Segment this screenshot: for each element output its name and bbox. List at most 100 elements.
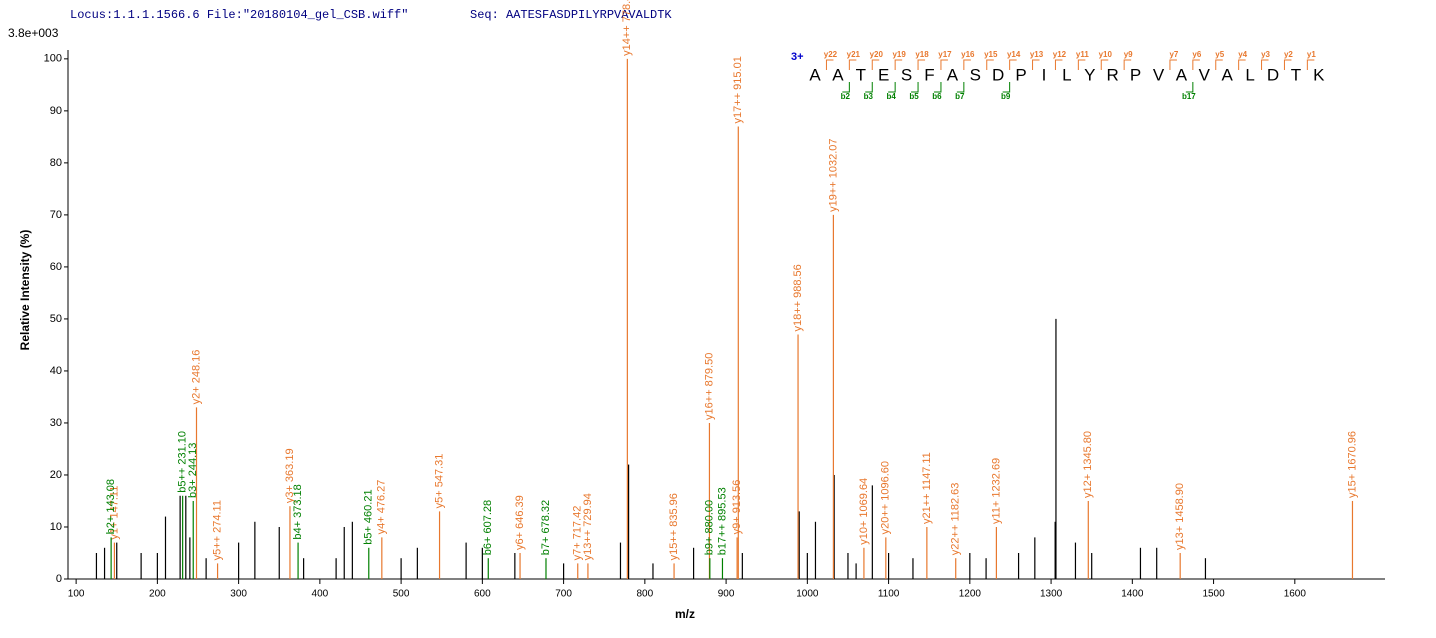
y-ion-label: y3 (1261, 50, 1270, 59)
peak-label: y19++ 1032.07 (827, 138, 839, 211)
peak-label: y15+ 1670.96 (1346, 431, 1358, 498)
x-tick-label: 1200 (959, 589, 982, 600)
y-tick-label: 80 (50, 157, 62, 169)
y-ion-label: y15 (984, 50, 998, 59)
x-tick-label: 1000 (796, 589, 819, 600)
y-ion-mark (1283, 59, 1292, 70)
peak-label: y11+ 1232.69 (990, 458, 1002, 524)
y-ion-label: y1 (1307, 50, 1316, 59)
y-ion-mark (1054, 59, 1063, 70)
peak-label: y17++ 915.01 (732, 56, 744, 123)
sequence-letter: A (832, 65, 844, 84)
sequence-letter: T (856, 65, 866, 84)
y-ion-label: y10 (1099, 50, 1113, 59)
x-tick-label: 300 (230, 589, 247, 600)
b-ion-label: b5 (909, 92, 919, 101)
x-tick-label: 700 (555, 589, 572, 600)
y-ion-mark (1123, 59, 1132, 70)
y-ion-label: y5 (1215, 50, 1224, 59)
sequence-letter: E (878, 65, 889, 84)
charge-label: 3+ (791, 51, 804, 63)
y-ion-mark (1238, 59, 1246, 70)
b-ion-label: b4 (886, 92, 896, 101)
y-ion-mark (917, 59, 926, 70)
y-ion-label: y6 (1192, 50, 1201, 59)
y-ion-mark (963, 59, 971, 70)
b-ion-label: b9 (1001, 92, 1011, 101)
y-ion-mark (1032, 59, 1040, 70)
y-ion-mark (894, 59, 903, 70)
y-tick-label: 30 (50, 417, 62, 429)
b-ion-mark (956, 82, 965, 93)
sequence-letter: P (1015, 65, 1026, 84)
x-tick-label: 1500 (1202, 589, 1225, 600)
peak-label: b7+ 678.32 (540, 500, 552, 555)
sequence-letter: V (1153, 65, 1165, 84)
peak-label: y13++ 729.94 (582, 493, 594, 560)
b-ion-mark (865, 82, 873, 93)
y-ion-label: y11 (1076, 50, 1089, 59)
y-ion-mark (1100, 59, 1109, 70)
sequence-letter: A (809, 65, 821, 84)
sequence-letter: V (1199, 65, 1211, 84)
y-ion-label: y7 (1169, 50, 1178, 59)
y-ion-label: y13 (1030, 50, 1044, 59)
x-tick-label: 900 (718, 589, 735, 600)
y-ion-mark (1077, 59, 1086, 70)
sequence-letter: S (970, 65, 981, 84)
peak-label: y10+ 1069.64 (858, 478, 870, 545)
x-tick-label: 1600 (1284, 589, 1307, 600)
peak-label: y16++ 879.50 (703, 353, 715, 420)
sequence-letter: R (1107, 65, 1119, 84)
x-tick-label: 1100 (878, 589, 900, 600)
y-tick-label: 10 (50, 521, 62, 533)
sequence-letter: T (1291, 65, 1301, 84)
peak-label: y1+ 147.11 (108, 486, 120, 540)
b-ion-label: b3 (864, 92, 874, 101)
peak-label: y3+ 363.19 (284, 448, 296, 503)
sequence-letter: P (1130, 65, 1141, 84)
y-ion-label: y16 (961, 50, 975, 59)
y-ion-label: y12 (1053, 50, 1067, 59)
y-tick-label: 60 (50, 261, 62, 273)
x-tick-label: 800 (637, 589, 654, 600)
sequence-letter: A (1222, 65, 1234, 84)
y-ion-mark (1009, 59, 1017, 70)
x-tick-label: 400 (312, 589, 329, 600)
sequence-letter: L (1062, 65, 1071, 84)
sequence-letter: I (1042, 65, 1047, 84)
sequence-letter: D (992, 65, 1004, 84)
y-axis-label: Relative Intensity (%) (18, 230, 32, 351)
x-tick-label: 1300 (1040, 589, 1063, 600)
x-axis-label: m/z (675, 607, 695, 621)
x-tick-label: 100 (68, 589, 85, 600)
peak-label: y6+ 646.39 (514, 495, 526, 550)
y-ion-mark (848, 59, 857, 70)
peak-label: y22++ 1182.63 (950, 483, 962, 556)
y-ion-label: y9 (1124, 50, 1133, 59)
b-ion-mark (888, 82, 896, 93)
sequence-letter: L (1245, 65, 1254, 84)
peak-label: y20++ 1096.60 (880, 461, 892, 534)
peak-label: y2+ 248.16 (190, 350, 202, 405)
sequence-letter: D (1267, 65, 1279, 84)
peak-label: y21++ 1147.11 (921, 452, 933, 524)
y-tick-label: 20 (50, 469, 62, 481)
sequence-letter: F (924, 65, 934, 84)
y-ion-label: y4 (1238, 50, 1247, 59)
y-ion-label: y21 (847, 50, 861, 59)
x-tick-label: 500 (393, 589, 410, 600)
peak-label: y4+ 476.27 (376, 480, 388, 535)
peak-label: y18++ 988.56 (792, 264, 804, 331)
y-ion-label: y18 (915, 50, 929, 59)
y-tick-label: 90 (50, 105, 62, 117)
y-ion-label: y19 (892, 50, 906, 59)
peak-label: y5++ 274.11 (211, 500, 223, 560)
y-ion-mark (871, 59, 880, 70)
y-ion-label: y17 (938, 50, 952, 59)
y-tick-label: 40 (50, 365, 62, 377)
peak-label: y7+ 717.42 (572, 506, 584, 561)
b-ion-mark (911, 82, 919, 93)
b-ion-label: b2 (841, 92, 851, 101)
